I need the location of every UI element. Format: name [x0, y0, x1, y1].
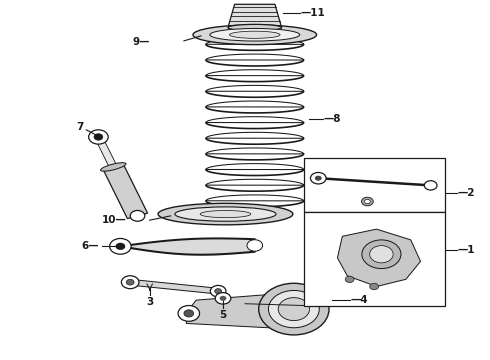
Circle shape: [94, 134, 103, 140]
FancyBboxPatch shape: [304, 158, 445, 212]
Circle shape: [369, 246, 393, 263]
Circle shape: [89, 130, 108, 144]
Polygon shape: [130, 279, 219, 294]
Polygon shape: [103, 164, 147, 219]
Circle shape: [315, 176, 322, 181]
Text: 9—: 9—: [132, 37, 150, 47]
Ellipse shape: [175, 207, 276, 221]
Text: —2: —2: [457, 188, 474, 198]
Circle shape: [184, 310, 194, 317]
Polygon shape: [186, 293, 289, 329]
Text: 6—: 6—: [81, 241, 98, 251]
Circle shape: [220, 296, 226, 301]
Polygon shape: [338, 229, 420, 287]
Circle shape: [345, 276, 354, 283]
Text: —1: —1: [457, 245, 474, 255]
Text: 5: 5: [220, 310, 227, 320]
Circle shape: [278, 298, 310, 320]
Circle shape: [130, 211, 145, 221]
Circle shape: [210, 285, 226, 297]
Circle shape: [247, 240, 263, 251]
Ellipse shape: [228, 24, 282, 31]
Circle shape: [110, 238, 131, 254]
Ellipse shape: [200, 211, 251, 218]
Circle shape: [259, 283, 329, 335]
Text: 3: 3: [146, 297, 153, 307]
Text: —8: —8: [324, 114, 341, 124]
Circle shape: [215, 289, 221, 294]
Text: 7: 7: [76, 122, 84, 132]
Circle shape: [369, 283, 378, 290]
Ellipse shape: [158, 203, 293, 225]
Circle shape: [178, 306, 199, 321]
Circle shape: [269, 291, 319, 328]
Circle shape: [122, 276, 139, 289]
Circle shape: [362, 197, 373, 206]
Circle shape: [116, 243, 125, 250]
Circle shape: [424, 181, 437, 190]
Circle shape: [126, 279, 134, 285]
Circle shape: [311, 172, 326, 184]
Text: —11: —11: [300, 8, 325, 18]
Circle shape: [215, 293, 231, 304]
Circle shape: [362, 240, 401, 269]
FancyBboxPatch shape: [304, 212, 445, 306]
Ellipse shape: [193, 25, 317, 45]
Text: 10—: 10—: [102, 215, 127, 225]
Ellipse shape: [210, 28, 300, 41]
Ellipse shape: [100, 163, 126, 171]
Text: —4: —4: [350, 295, 368, 305]
Polygon shape: [228, 4, 282, 28]
Ellipse shape: [229, 31, 280, 39]
Circle shape: [365, 199, 370, 204]
Polygon shape: [95, 136, 117, 168]
